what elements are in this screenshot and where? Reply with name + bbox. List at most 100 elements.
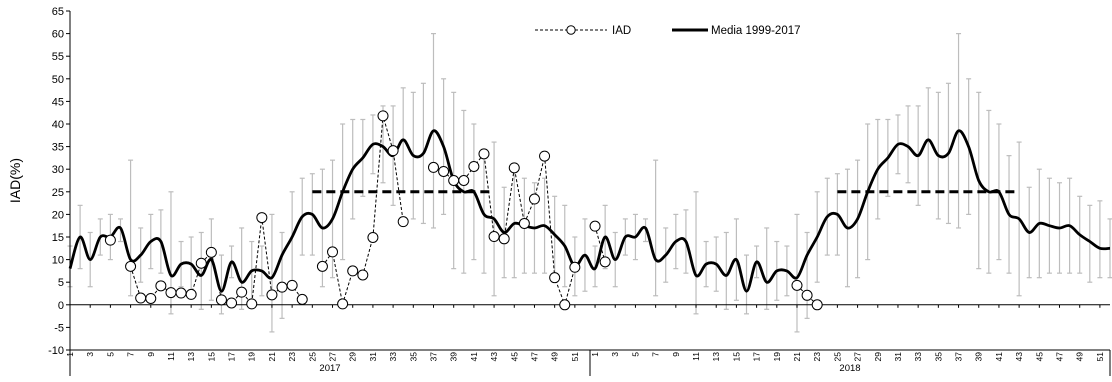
x-tick-label: 33 (913, 352, 923, 362)
iad-point (812, 300, 822, 310)
y-tick-label: 10 (52, 255, 64, 267)
x-tick-label: 25 (832, 352, 842, 362)
y-tick-label: -10 (48, 345, 64, 357)
legend-iad-label: IAD (612, 25, 631, 37)
x-tick-label: 29 (873, 352, 883, 362)
iad-point (439, 166, 449, 176)
x-tick-label: 47 (529, 352, 539, 362)
x-tick-label: 37 (954, 352, 964, 362)
x-tick-label: 13 (711, 352, 721, 362)
iad-point (247, 299, 257, 309)
x-tick-label: 27 (853, 352, 863, 362)
y-tick-label: 0 (58, 300, 64, 312)
iad-point (176, 288, 186, 298)
iad-point (600, 257, 610, 267)
y-tick-label: 30 (52, 164, 64, 176)
iad-point (126, 261, 136, 271)
x-tick-label: 11 (166, 352, 176, 361)
iad-point (237, 287, 247, 297)
x-tick-label: 23 (287, 352, 297, 362)
iad-point (186, 289, 196, 299)
iad-point (449, 176, 459, 186)
y-tick-label: 50 (52, 74, 64, 86)
x-tick-label: 51 (570, 352, 580, 362)
x-tick-label: 21 (267, 352, 277, 362)
y-tick-label: 5 (58, 277, 64, 289)
x-tick-label: 7 (651, 352, 661, 357)
iad-point (216, 295, 226, 305)
x-tick-label: 15 (731, 352, 741, 362)
x-tick-label: 19 (772, 352, 782, 362)
iad-point (338, 299, 348, 309)
iad-point (166, 288, 176, 298)
x-tick-label: 3 (610, 352, 620, 357)
iad-point (287, 280, 297, 290)
iad-point (459, 176, 469, 186)
y-tick-label: 65 (52, 6, 64, 18)
iad-point (428, 162, 438, 172)
x-tick-label: 43 (489, 352, 499, 362)
iad-point (469, 161, 479, 171)
x-tick-label: 41 (994, 352, 1004, 362)
iad-point (550, 273, 560, 283)
x-tick-label: 15 (206, 352, 216, 362)
y-tick-label: -5 (54, 322, 64, 334)
x-tick-label: 1 (590, 352, 600, 357)
iad-point (509, 163, 519, 173)
x-tick-label: 45 (509, 352, 519, 362)
x-tick-label: 13 (186, 352, 196, 362)
iad-point (499, 234, 509, 244)
y-tick-label: 25 (52, 187, 64, 199)
iad-point (105, 235, 115, 245)
y-tick-label: 40 (52, 119, 64, 131)
iad-point (317, 261, 327, 271)
x-tick-label: 17 (752, 352, 762, 362)
y-tick-label: 20 (52, 209, 64, 221)
x-tick-label: 49 (1075, 352, 1085, 362)
iad-point (227, 298, 237, 308)
x-tick-label: 35 (408, 352, 418, 362)
x-tick-label: 31 (368, 352, 378, 362)
y-tick-label: 55 (52, 51, 64, 63)
x-tick-label: 39 (449, 352, 459, 362)
x-tick-label: 41 (469, 352, 479, 362)
x-tick-label: 31 (893, 352, 903, 362)
y-tick-label: 35 (52, 142, 64, 154)
iad-line (131, 218, 303, 304)
x-tick-label: 35 (933, 352, 943, 362)
x-tick-label: 17 (227, 352, 237, 362)
x-tick-label: 51 (1095, 352, 1105, 362)
iad-point (479, 149, 489, 159)
x-tick-label: 3 (85, 352, 95, 357)
iad-point (570, 262, 580, 272)
iad-point (156, 281, 166, 291)
iad-point (348, 266, 358, 276)
x-tick-label: 21 (792, 352, 802, 362)
x-tick-label: 49 (550, 352, 560, 362)
media-series (70, 131, 1110, 291)
iad-point (277, 282, 287, 292)
x-tick-label: 11 (691, 352, 701, 361)
x-tick-label: 5 (105, 352, 115, 357)
y-axis-title: IAD(%) (7, 158, 23, 203)
x-tick-label: 37 (428, 352, 438, 362)
x-tick-label: 23 (812, 352, 822, 362)
iad-point (792, 280, 802, 290)
year-label: 2017 (319, 363, 340, 374)
iad-point (257, 213, 267, 223)
iad-point (540, 151, 550, 161)
x-tick-label: 39 (974, 352, 984, 362)
legend-iad-swatch-marker (567, 26, 575, 34)
x-tick-label: 43 (1014, 352, 1024, 362)
legend-media-label: Media 1999-2017 (711, 25, 801, 37)
y-tick-label: 45 (52, 96, 64, 108)
iad-point (368, 232, 378, 242)
x-tick-label: 47 (1055, 352, 1065, 362)
iad-point (560, 300, 570, 310)
iad-point (267, 290, 277, 300)
y-tick-label: 15 (52, 232, 64, 244)
iad-point (590, 221, 600, 231)
iad-point (519, 218, 529, 228)
